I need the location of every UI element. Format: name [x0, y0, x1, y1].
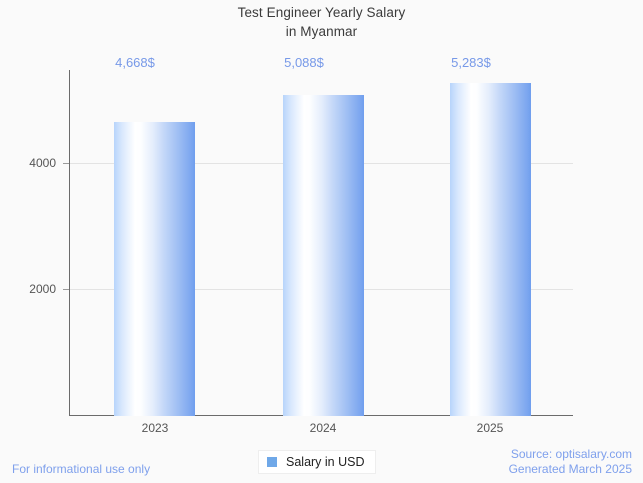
bar-value-label-2024: 5,088$ — [284, 55, 324, 70]
xtick-label-2025: 2025 — [476, 421, 504, 435]
generated-date-text: Generated March 2025 — [508, 462, 632, 476]
chart-legend[interactable]: Salary in USD — [258, 450, 376, 474]
bar-value-label-2025: 5,283$ — [451, 55, 491, 70]
disclaimer-text: For informational use only — [12, 462, 151, 476]
ytick-label-4000-wrap: 4000 — [0, 157, 56, 169]
ytick-label-2000: 2000 — [29, 282, 56, 296]
source-text: Source: optisalary.com — [510, 447, 632, 461]
ytick-label-4000: 4000 — [29, 156, 56, 170]
legend-swatch-salary-in-usd — [267, 457, 277, 467]
source-attribution: Source: optisalary.com Generated March 2… — [509, 447, 632, 477]
chart-title: Test Engineer Yearly Salary in Myanmar — [0, 3, 643, 41]
chart-title-line-1: Test Engineer Yearly Salary — [237, 5, 406, 20]
plot-area — [69, 70, 573, 416]
xtick-label-2024: 2024 — [309, 421, 337, 435]
xtick-label-2023: 2023 — [141, 421, 169, 435]
ytick-mark-4000 — [63, 163, 70, 164]
y-axis-line — [69, 70, 70, 416]
bar-value-label-2023: 4,668$ — [115, 55, 155, 70]
ytick-mark-2000 — [63, 289, 70, 290]
bar-2024[interactable] — [283, 95, 364, 416]
ytick-label-2000-wrap: 2000 — [0, 283, 56, 295]
bar-2023[interactable] — [114, 122, 195, 416]
bar-2025[interactable] — [450, 83, 531, 416]
chart-title-line-2: in Myanmar — [285, 24, 358, 39]
legend-label-salary-in-usd: Salary in USD — [286, 454, 365, 469]
